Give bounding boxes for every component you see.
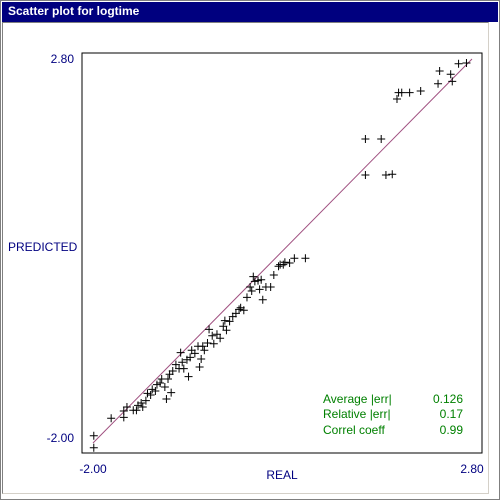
data-point (269, 271, 278, 279)
stats-panel: Average |err| 0.126 Relative |err| 0.17 … (323, 392, 463, 437)
data-point (190, 349, 199, 358)
data-point (255, 285, 264, 294)
data-point (242, 293, 251, 302)
data-point (205, 325, 214, 334)
stat-label-correl-coeff: Correl coeff (323, 423, 385, 437)
data-point (203, 339, 212, 347)
data-point (434, 79, 443, 88)
x-axis-label: REAL (266, 468, 298, 482)
data-point (222, 326, 231, 335)
data-point (280, 258, 289, 267)
data-point (249, 272, 258, 281)
data-point (397, 88, 406, 97)
data-point (377, 135, 386, 143)
data-point (247, 287, 256, 295)
stat-value-average-err: 0.126 (433, 392, 463, 406)
data-point (164, 375, 173, 383)
data-point (435, 67, 444, 75)
data-point (301, 254, 310, 263)
data-point (416, 87, 425, 95)
data-point (266, 283, 275, 291)
stat-label-average-err: Average |err| (323, 392, 392, 406)
title-bar[interactable]: Scatter plot for logtime (2, 2, 498, 22)
data-point (151, 387, 160, 395)
data-point (258, 295, 267, 304)
data-point (132, 406, 141, 415)
x-tick-label-min: -2.00 (79, 462, 107, 476)
data-point (186, 353, 195, 362)
data-point (141, 396, 150, 405)
data-point (195, 363, 204, 371)
data-point (137, 399, 146, 407)
data-point (89, 431, 98, 440)
data-point (225, 317, 234, 326)
data-point (257, 275, 266, 284)
y-tick-label-max: 2.80 (51, 52, 75, 66)
data-point (216, 334, 225, 343)
data-point (381, 171, 390, 179)
data-point (197, 355, 206, 363)
data-point (89, 443, 98, 452)
data-point (209, 339, 218, 348)
data-point (176, 348, 185, 357)
data-point (235, 305, 244, 314)
data-point (448, 77, 457, 86)
data-point (239, 306, 248, 315)
data-point (446, 70, 455, 79)
data-point (454, 59, 463, 68)
data-point (156, 379, 165, 387)
data-point (160, 383, 169, 391)
stat-label-relative-err: Relative |err| (323, 407, 391, 421)
data-point (178, 358, 187, 367)
data-point (392, 95, 401, 103)
data-point (107, 414, 116, 423)
data-point (138, 403, 147, 411)
data-point (290, 254, 299, 263)
data-point (184, 372, 193, 381)
data-point (167, 388, 176, 397)
y-axis-label: PREDICTED (8, 240, 78, 254)
data-point (462, 59, 471, 67)
stat-value-correl-coeff: 0.99 (440, 423, 464, 437)
data-point (220, 316, 229, 325)
data-point (246, 283, 255, 291)
data-point (405, 88, 414, 97)
data-point (146, 391, 155, 399)
data-point (162, 395, 171, 403)
data-point (200, 346, 209, 355)
x-tick-label-max: 2.80 (460, 462, 484, 476)
identity-line (92, 58, 473, 444)
data-point (208, 331, 217, 340)
data-points (89, 59, 471, 452)
data-point (361, 135, 370, 143)
data-point (361, 171, 370, 179)
data-point (168, 367, 177, 375)
stat-value-relative-err: 0.17 (440, 407, 464, 421)
data-point (285, 259, 294, 267)
y-tick-label-min: -2.00 (47, 431, 75, 445)
data-point (198, 342, 207, 351)
window-title: Scatter plot for logtime (8, 4, 140, 18)
data-point (179, 364, 188, 373)
data-point (274, 262, 283, 271)
data-point (122, 403, 131, 411)
data-point (388, 170, 397, 179)
